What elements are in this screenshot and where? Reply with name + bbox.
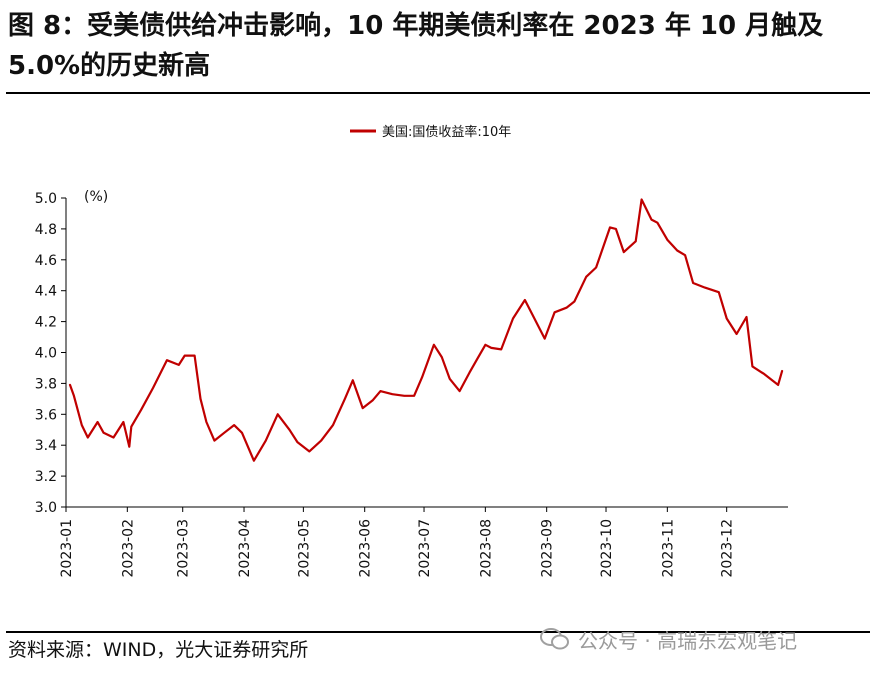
legend: 美国:国债收益率:10年 (350, 124, 511, 140)
figure-title: 图 8：受美债供给冲击影响，10 年期美债利率在 2023 年 10 月触及 5… (8, 11, 824, 81)
y-axis: 3.0 3.2 3.4 3.6 3.8 4.0 4.2 4.4 4.6 4.8 5.0 (35, 191, 67, 516)
y-tick-label: 3.6 (35, 407, 57, 423)
watermark-text: 公众号 · 高瑞东宏观笔记 (578, 628, 798, 653)
y-tick-label: 3.0 (35, 500, 57, 516)
footer-divider (6, 631, 870, 633)
y-tick-label: 3.8 (35, 376, 57, 392)
x-tick-label: 2023-01 (59, 519, 75, 578)
x-tick-label: 2023-04 (237, 519, 253, 578)
x-tick-label: 2023-03 (176, 519, 192, 578)
series-layer (68, 198, 784, 462)
y-tick-label: 4.4 (35, 284, 57, 300)
wechat-icon (540, 628, 569, 650)
x-tick-label: 2023-10 (599, 519, 615, 578)
y-tick-label: 4.6 (35, 253, 57, 269)
x-tick-label: 2023-02 (120, 519, 136, 578)
x-tick-label: 2023-12 (720, 519, 736, 578)
x-tick-label: 2023-09 (540, 519, 556, 578)
y-tick-label: 4.2 (35, 315, 57, 331)
y-tick-label: 3.4 (35, 438, 57, 454)
x-tick-label: 2023-05 (296, 519, 312, 578)
x-tick-label: 2023-11 (660, 519, 676, 578)
x-tick-label: 2023-07 (417, 519, 433, 578)
x-axis: 2023-01 2023-02 2023-03 2023-04 2023-05 2023-… (59, 506, 788, 578)
legend-label: 美国:国债收益率:10年 (382, 124, 511, 140)
y-tick-label: 4.8 (35, 222, 57, 238)
x-tick-label: 2023-06 (358, 519, 374, 578)
title-divider (6, 92, 870, 94)
series-line-0 (68, 198, 784, 462)
watermark: 公众号 · 高瑞东宏观笔记 (540, 624, 797, 654)
x-tick-label: 2023-08 (478, 519, 494, 578)
y-tick-label: 4.0 (35, 346, 57, 362)
y-axis-unit: (%) (84, 189, 108, 205)
y-tick-label: 3.2 (35, 469, 57, 485)
y-tick-label: 5.0 (35, 191, 57, 207)
source-note: 资料来源：WIND，光大证券研究所 (8, 639, 309, 661)
